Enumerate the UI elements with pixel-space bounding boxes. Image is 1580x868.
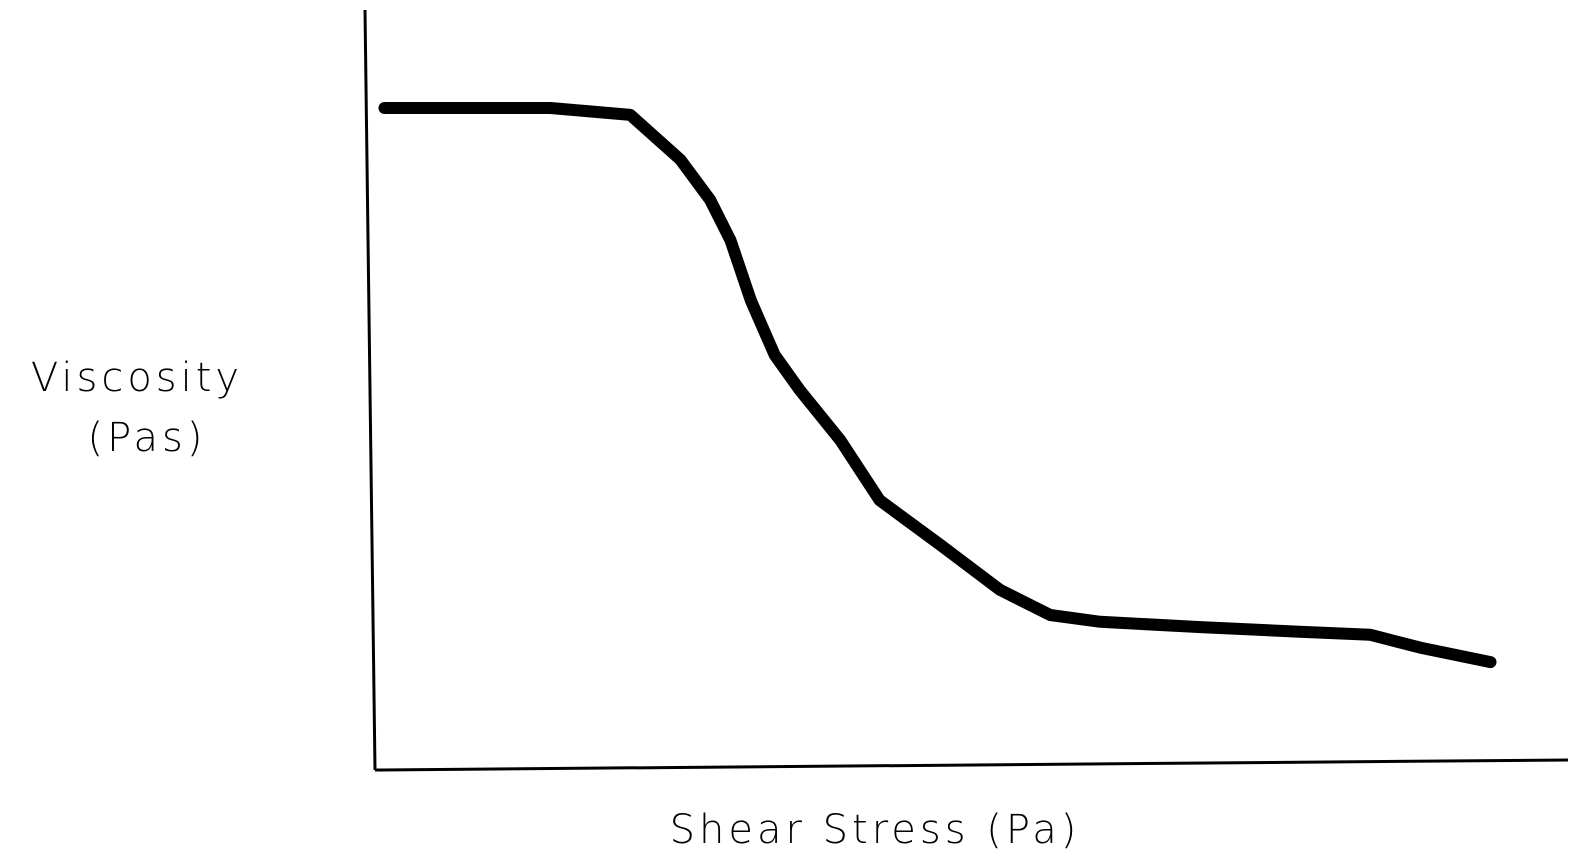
x-axis	[374, 758, 1569, 772]
y-axis	[363, 9, 377, 771]
y-axis-label: Viscosity	[31, 355, 243, 401]
data-line	[378, 102, 1497, 669]
y-axis-label: (Pas)	[88, 415, 207, 461]
x-axis-label: Shear Stress (Pa)	[670, 807, 1081, 853]
